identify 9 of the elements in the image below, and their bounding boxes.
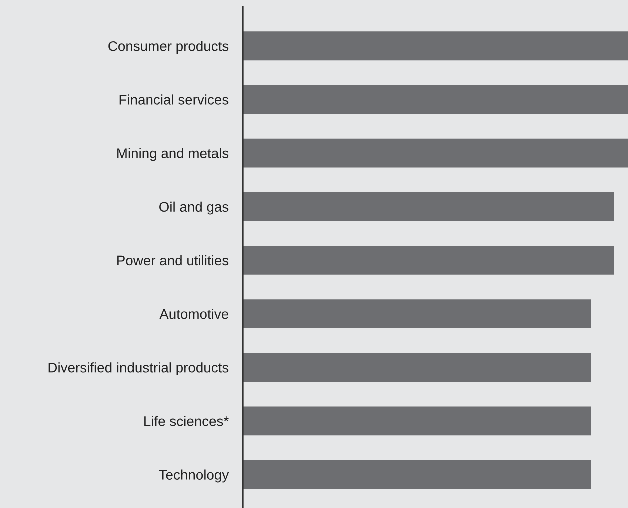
y-tick-label: Power and utilities xyxy=(118,255,229,266)
y-tick-label: Life sciences* xyxy=(144,416,229,426)
y-tick-label: Technology xyxy=(159,470,230,483)
y-tick-label: Consumer products xyxy=(108,41,229,54)
y-tick-label: Financial services xyxy=(120,94,229,105)
y-tick-label: Mining and metals xyxy=(118,148,229,162)
y-tick-label: Oil and gas xyxy=(160,202,229,215)
y-tick-label: Automotive xyxy=(160,308,228,320)
y-tick-label: Diversified industrial products xyxy=(48,362,229,376)
